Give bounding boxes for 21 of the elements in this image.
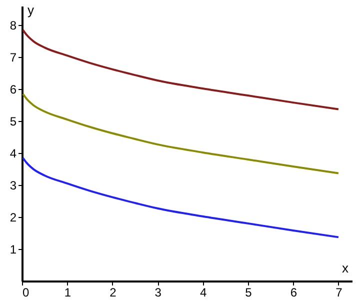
line-series	[22, 156, 340, 238]
x-tick-label: 0	[22, 286, 30, 300]
x-tick-label: 3	[154, 286, 162, 300]
x-tick-label: 4	[200, 286, 207, 300]
x-tick-label: 6	[290, 286, 298, 300]
x-tick-label: 5	[245, 286, 252, 300]
x-tick-label: 1	[64, 286, 72, 300]
y-tick-label: 7	[10, 50, 17, 65]
x-tick-label: 7	[336, 286, 343, 300]
line-series	[22, 92, 340, 174]
x-tick-label: 2	[110, 286, 117, 300]
y-tick-label: 8	[10, 18, 17, 33]
y-tick-label: 3	[10, 178, 17, 193]
y-tick-label: 6	[10, 82, 17, 97]
y-tick-label: 2	[10, 210, 17, 225]
y-tick-label: 4	[10, 146, 17, 161]
line-series	[22, 28, 340, 110]
y-tick-label: 1	[10, 242, 17, 257]
y-axis-title: y	[28, 2, 34, 18]
x-axis-title: x	[342, 260, 349, 276]
y-tick-label: 5	[10, 114, 17, 129]
